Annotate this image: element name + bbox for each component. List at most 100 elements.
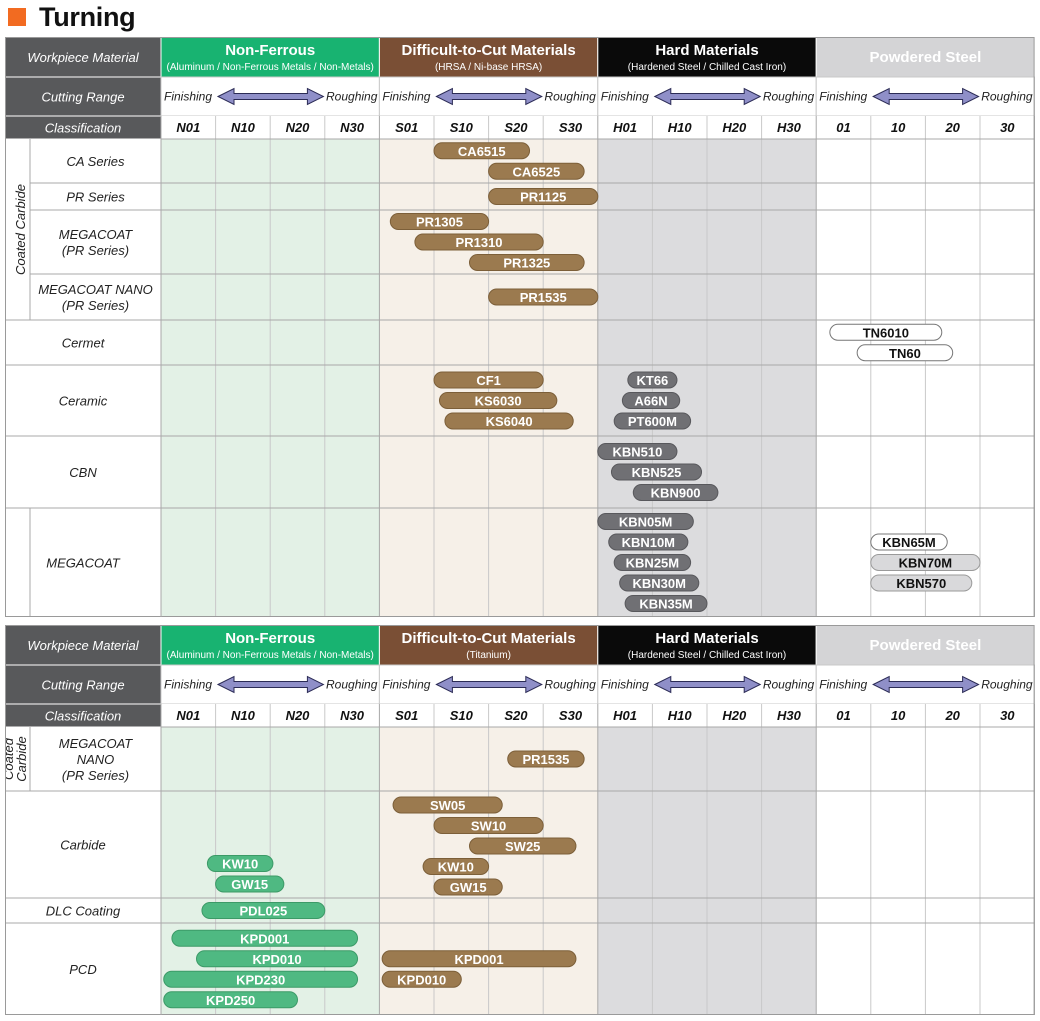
sec0-grade-bar-tn60 [856,344,954,362]
sec1-grade-label-kpd001: KPD001 [240,931,289,946]
sec0-roughing-label-difficult: Roughing [544,90,596,104]
sec1-grade-bar-sw25 [468,837,577,855]
sec0-group-header-hard [597,37,817,78]
sec0-grade-label-kbn525: KBN525 [632,465,682,480]
sec0-grade-label-ks6040: KS6040 [486,414,533,429]
sec1-grade-label-gw15: GW15 [450,880,487,895]
sec1-row-label-pr-series: (PR Series) [62,768,129,783]
sec1-code-n01: N01 [176,708,200,723]
sec0-grade-bar-kbn30m [619,574,700,592]
sec1-group-subtitle-hard: (Hardened Steel / Chilled Cast Iron) [628,650,786,661]
sec1-group-subtitle-nonferrous: (Aluminum / Non-Ferrous Metals / Non-Met… [167,650,374,661]
sec1-code-h01: H01 [613,708,637,723]
sec0-grade-bar-pr1310 [414,233,544,251]
sec1-grade-bar-gw15 [433,878,503,896]
sec0-grade-bar-ks6030 [438,392,558,409]
sec0-group-subtitle-hard: (Hardened Steel / Chilled Cast Iron) [628,62,786,73]
sec1-grade-bar-kpd001 [171,929,359,947]
sec1-grade-label-kw10: KW10 [222,857,258,872]
sec1-grade-bar-pr1535 [507,750,585,768]
sec1-grade-label-kpd001: KPD001 [454,952,503,967]
sec0-group-subtitle-difficult: (HRSA / Ni-base HRSA) [435,62,542,73]
sec1-roughing-label-difficult: Roughing [544,678,596,692]
sec0-grade-bar-pr1305 [389,213,490,230]
sec0-workpiece-header-label: Workpiece Material [27,50,139,65]
sec0-code-01: 01 [836,120,850,135]
sec0-grade-bar-kbn25m [613,554,692,571]
sec1-row-label-pcd: PCD [69,962,96,977]
sec0-grade-label-tn60: TN60 [889,346,921,361]
sec1-double-arrow-icon-powdered [872,675,980,694]
sec1-grade-bar-kpd230 [163,970,359,988]
sec0-row-label-pr-series: (PR Series) [62,298,129,313]
sec1-code-s20: S20 [504,708,528,723]
sec0-double-arrow-icon-difficult [435,87,543,106]
sec0-row-label-ceramic: Ceramic [59,394,108,409]
sec0-grade-label-kbn900: KBN900 [651,486,701,501]
sec0-category-label-line: Coated Carbide [13,184,28,275]
sec0-grade-bar-pt600m [613,412,692,430]
sec0-grade-bar-ks6040 [444,412,574,430]
sec0-group-subtitle-nonferrous: (Aluminum / Non-Ferrous Metals / Non-Met… [167,62,374,73]
sec0-grade-bar-kbn900 [632,484,719,501]
sec0-row-label-pr-series: (PR Series) [62,243,129,258]
sec1-cutting-range-header-cell [5,664,162,705]
page-title: Turning [39,2,136,32]
sec0-row-label-megacoat: MEGACOAT [46,556,120,571]
sec0-grade-bar-kbn35m [624,595,708,612]
sec0-double-arrow-icon-hard [653,87,762,106]
sec0-grade-label-pr1305: PR1305 [416,215,463,230]
orange-square-icon [8,8,26,26]
sec1-grade-bar-kw10 [422,858,490,875]
sec0-finishing-label-powdered: Finishing [819,90,867,104]
sec0-code-n10: N10 [231,120,256,135]
sec0-code-h20: H20 [722,120,747,135]
sec1-group-title-nonferrous: Non-Ferrous [225,630,315,647]
sec1-code-s10: S10 [450,708,474,723]
sec0-code-h01: H01 [613,120,637,135]
sec0-grade-bar-cf1 [433,371,544,389]
sec1-grade-bar-sw05 [392,796,503,814]
sec0-group-title-hard: Hard Materials [655,42,758,59]
sec0-table-frame [5,37,1035,617]
sec0-grade-bar-kbn510 [597,443,678,460]
sec0-grade-label-ca6515: CA6515 [458,144,506,159]
sec0-grade-label-kbn30m: KBN30M [632,576,685,591]
sec0-grade-bar-ca6525 [488,162,585,180]
sec0-roughing-label-powdered: Roughing [981,90,1033,104]
sec1-row-label-nano: NANO [77,752,115,767]
sec0-grade-label-kt66: KT66 [637,373,669,388]
sec1-group-header-hard [597,625,817,666]
sec1-code-30: 30 [1000,708,1015,723]
sec1-grade-label-pdl025: PDL025 [240,904,288,919]
sec1-code-n20: N20 [286,708,311,723]
sec1-label-column-bg [5,727,161,1015]
sec0-code-20: 20 [944,120,960,135]
sec1-group-title-powdered: Powdered Steel [870,637,982,654]
sec1-grade-label-sw05: SW05 [430,798,465,813]
sec0-grade-bar-kbn525 [610,463,703,481]
sec0-grade-bar-kbn65m [870,533,948,551]
sec0-grade-label-cf1: CF1 [476,373,501,388]
sec0-finishing-label-hard: Finishing [601,90,649,104]
sec0-double-arrow-icon-powdered [872,87,980,106]
sec1-grade-bar-kpd010 [195,950,359,968]
sec1-grade-label-kpd010: KPD010 [252,952,301,967]
grade-chart-upper: Workpiece Material Cutting Range Classific… [5,37,1035,617]
sec0-label-column-bg [5,139,161,617]
sec1-grade-label-kpd230: KPD230 [236,972,285,987]
sec1-row-label-megacoat: MEGACOAT [59,736,133,751]
sec0-code-s30: S30 [559,120,583,135]
sec0-group-header-difficult [378,37,599,78]
sec0-group-title-powdered: Powdered Steel [870,49,982,66]
sec0-grade-label-ks6030: KS6030 [475,394,522,409]
sec0-code-h10: H10 [668,120,693,135]
sec1-finishing-label-nonferrous: Finishing [164,678,212,692]
sec0-code-30: 30 [1000,120,1015,135]
sec0-grade-bar-kbn10m [608,533,689,551]
sec1-double-arrow-icon-nonferrous [216,675,325,694]
sec0-code-h30: H30 [777,120,802,135]
sec1-group-header-powdered [815,625,1035,666]
sec0-grade-bar-pr1325 [468,254,585,271]
sec0-grade-label-a66n: A66N [634,394,667,409]
